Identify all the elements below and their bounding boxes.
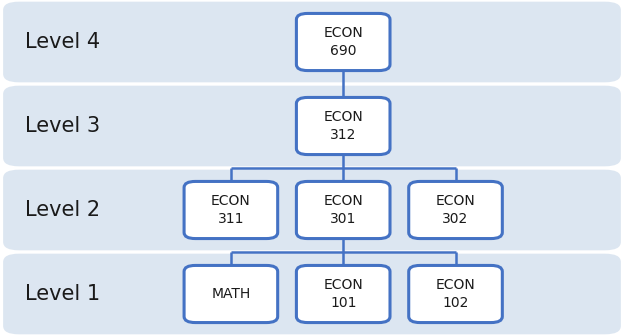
Text: Level 4: Level 4 [25, 32, 100, 52]
FancyBboxPatch shape [3, 170, 621, 250]
FancyBboxPatch shape [296, 97, 390, 155]
FancyBboxPatch shape [296, 265, 390, 323]
Text: ECON
690: ECON 690 [323, 26, 363, 58]
Text: ECON
311: ECON 311 [211, 194, 251, 226]
FancyBboxPatch shape [3, 254, 621, 334]
Text: ECON
102: ECON 102 [436, 278, 475, 310]
FancyBboxPatch shape [409, 265, 502, 323]
FancyBboxPatch shape [184, 265, 278, 323]
FancyBboxPatch shape [296, 181, 390, 239]
FancyBboxPatch shape [3, 2, 621, 82]
Text: ECON
302: ECON 302 [436, 194, 475, 226]
Text: Level 2: Level 2 [25, 200, 100, 220]
Text: ECON
101: ECON 101 [323, 278, 363, 310]
FancyBboxPatch shape [409, 181, 502, 239]
Text: ECON
312: ECON 312 [323, 110, 363, 142]
FancyBboxPatch shape [184, 181, 278, 239]
FancyBboxPatch shape [3, 86, 621, 166]
Text: Level 3: Level 3 [25, 116, 100, 136]
Text: Level 1: Level 1 [25, 284, 100, 304]
FancyBboxPatch shape [296, 13, 390, 71]
Text: MATH: MATH [212, 287, 250, 301]
Text: ECON
301: ECON 301 [323, 194, 363, 226]
